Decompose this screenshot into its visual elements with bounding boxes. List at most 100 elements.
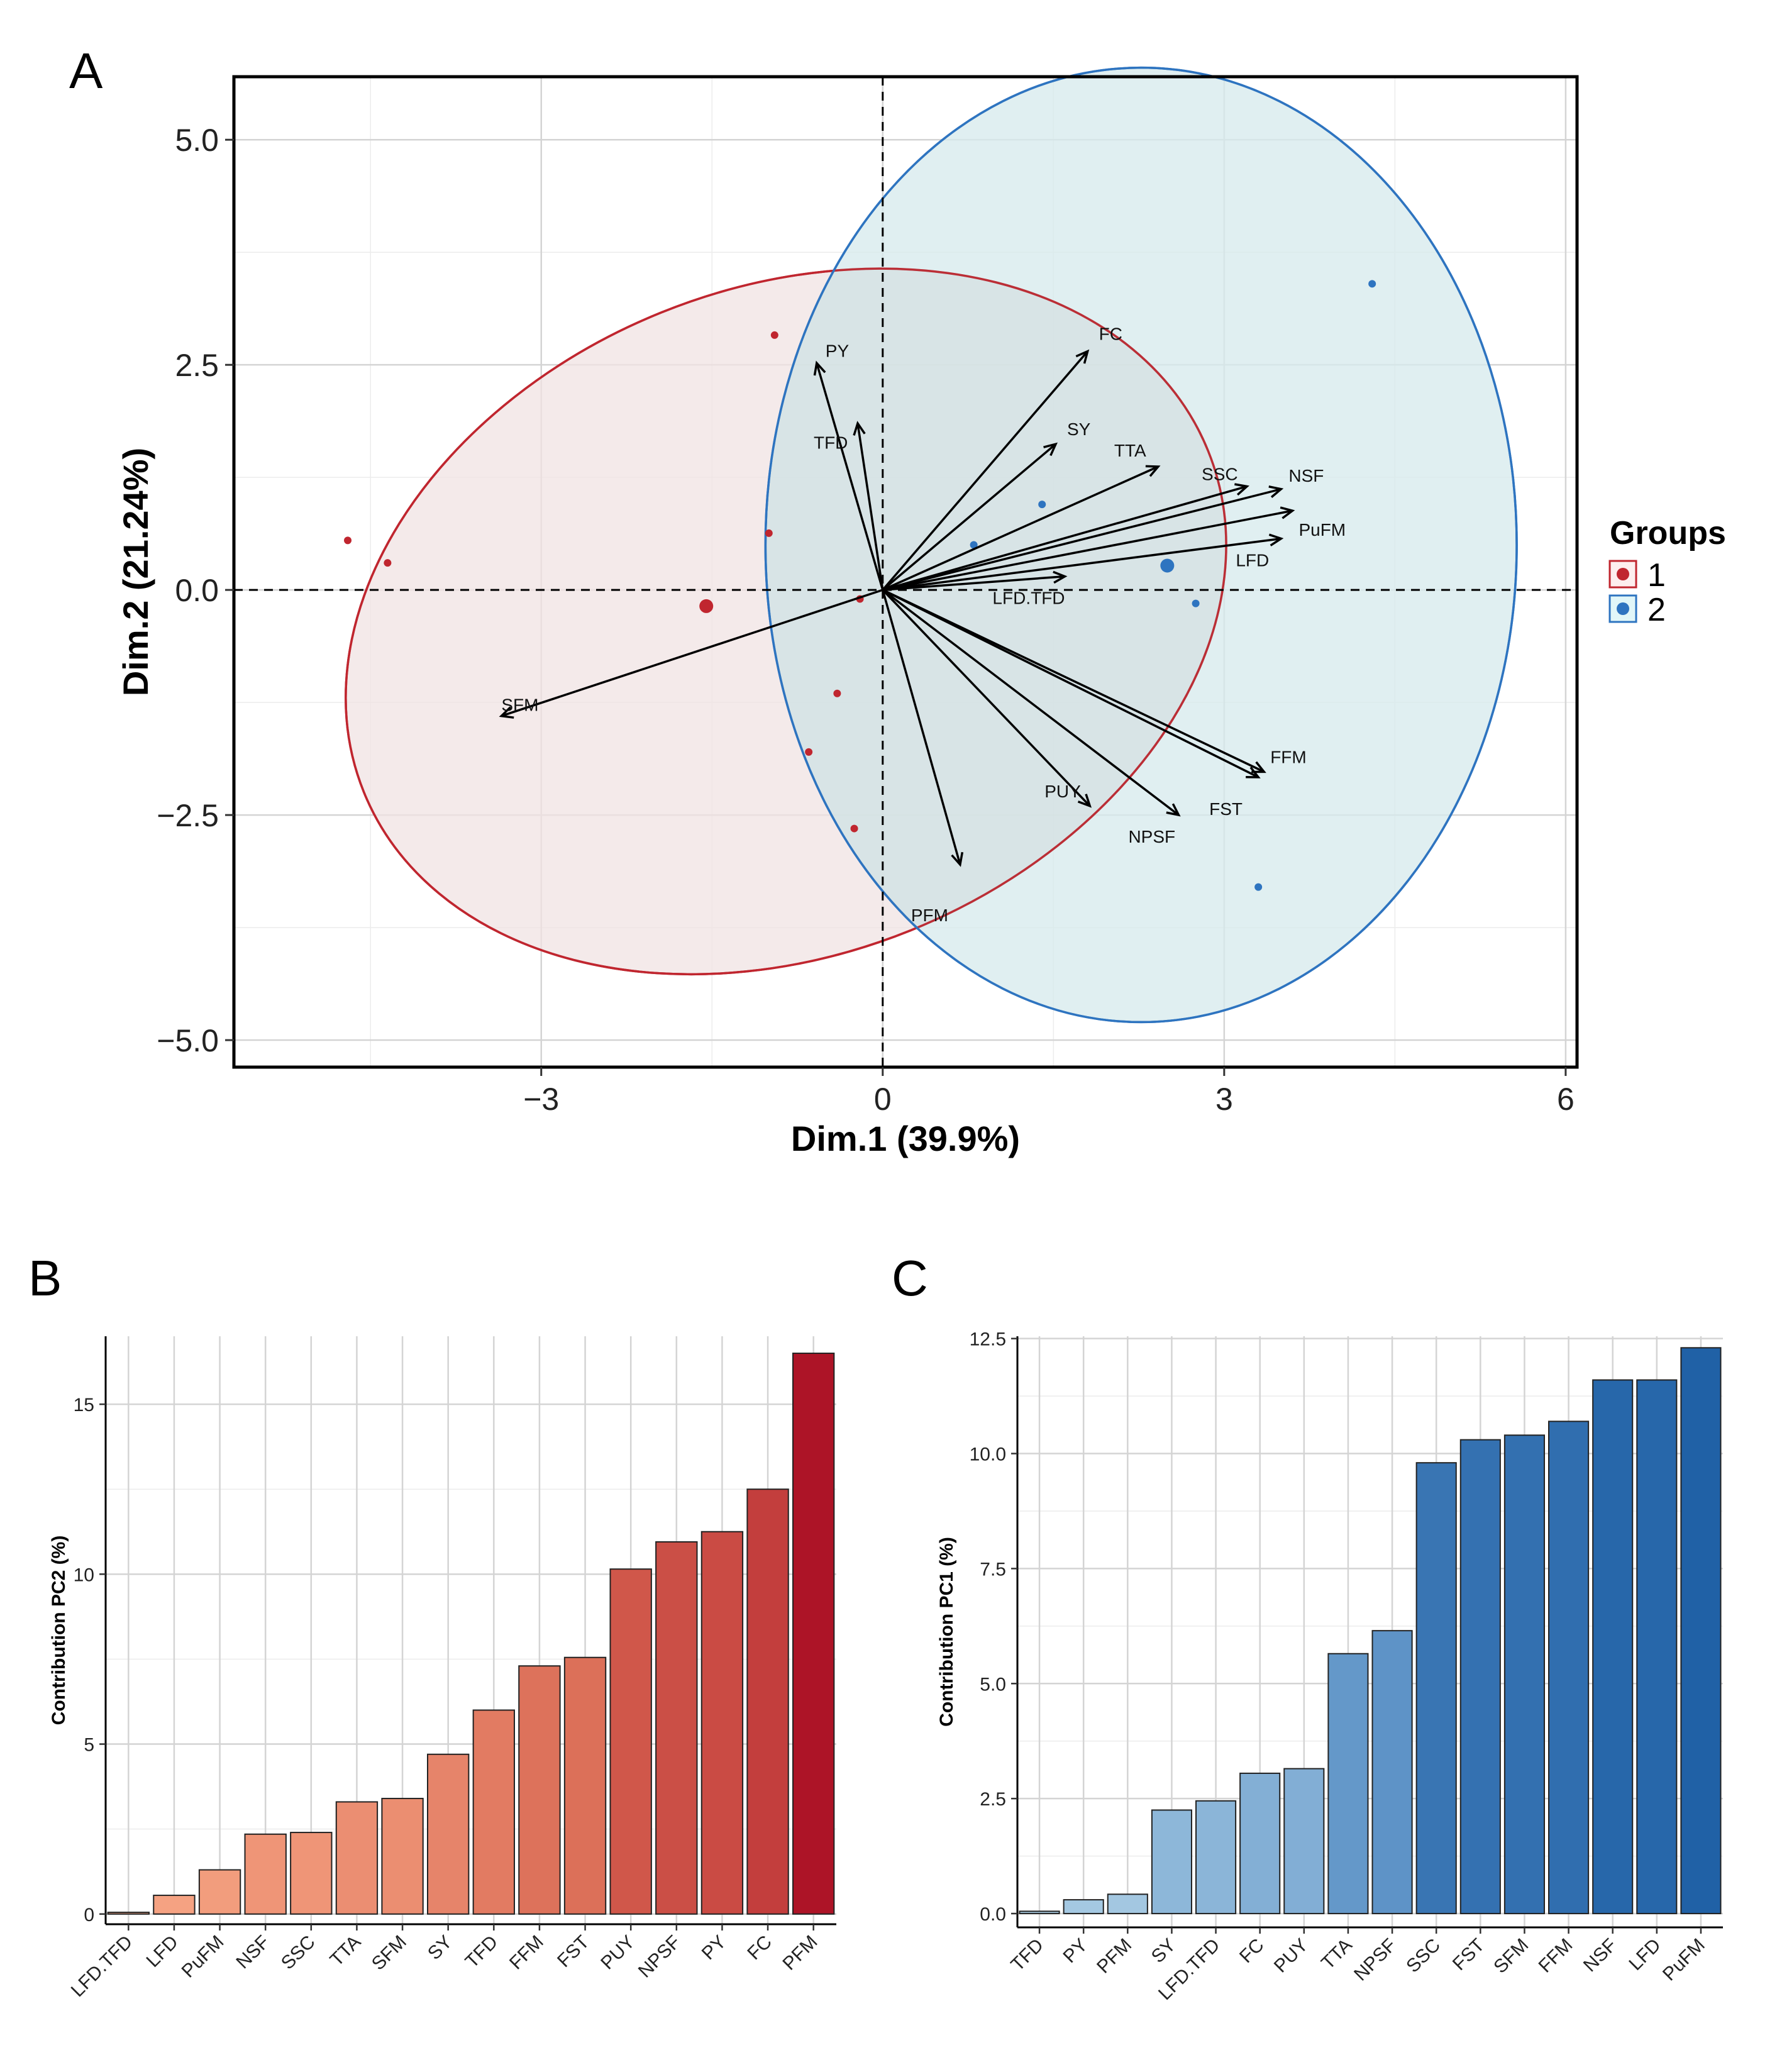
x-tick-label: LFD: [142, 1932, 182, 1971]
x-tick-label: 3: [1215, 1082, 1233, 1117]
arrow-head-FFM: [1251, 761, 1266, 773]
c-bar-NPSF: [1371, 1630, 1413, 1915]
c-bar-FST: [1459, 1439, 1501, 1915]
point-group-1: [384, 559, 392, 567]
c-bar-SSC: [1415, 1462, 1457, 1915]
x-tick-label: FFM: [506, 1932, 548, 1974]
groups-legend: Groups 1 2: [1608, 515, 1726, 628]
x-tick-label: LFD.TFD: [67, 1932, 137, 2002]
c-bar-TFD: [1019, 1910, 1060, 1915]
arrow-label-FC: FC: [1099, 324, 1122, 344]
arrow-head-LFD.TFD: [1053, 570, 1068, 584]
biplot-ticks: −3 0 3 6 −5.0 −2.5 0.0 2.5 5.0: [157, 123, 1575, 1117]
b-bar-NPSF: [655, 1541, 698, 1915]
c-bar-LFD: [1636, 1379, 1678, 1915]
point-group-1: [833, 689, 841, 697]
arrow-label-NSF: NSF: [1288, 466, 1324, 485]
arrow-head-NSF: [1268, 485, 1284, 498]
arrow-head-SFM: [499, 706, 514, 719]
x-tick-label: NPSF: [1350, 1935, 1400, 1985]
y-tick-label: 5: [84, 1735, 94, 1756]
y-tick-label: 10.0: [970, 1444, 1006, 1465]
y-axis-title: Dim.2 (21.24%): [116, 448, 155, 696]
x-tick-label: PuFM: [178, 1932, 228, 1982]
y-tick-label: 0: [84, 1905, 94, 1925]
y-tick-label: −5.0: [157, 1023, 219, 1058]
arrow-head-PY: [813, 360, 826, 376]
pc2-bars: [107, 1353, 835, 1915]
legend-dot-group-2: [1617, 602, 1629, 615]
x-tick-label: TTA: [1317, 1935, 1356, 1974]
b-bar-PY: [700, 1531, 744, 1915]
x-tick-label: SSC: [277, 1932, 319, 1974]
arrow-label-SY: SY: [1067, 419, 1091, 439]
arrow-head-SY: [1043, 442, 1058, 457]
arrow-shaft-FFM: [882, 589, 1265, 773]
c-bar-PY: [1063, 1899, 1104, 1915]
pc2-y-axis-title: Contribution PC2 (%): [48, 1536, 69, 1726]
c-bar-NSF: [1592, 1379, 1634, 1915]
x-tick-label: −3: [523, 1082, 559, 1117]
b-bar-FC: [746, 1488, 789, 1915]
arrow-head-TTA: [1145, 465, 1161, 477]
point-group-1: [765, 529, 773, 537]
arrow-shaft-NSF: [882, 488, 1282, 591]
b-bar-FFM: [518, 1665, 561, 1915]
x-tick-label: FC: [743, 1932, 776, 1964]
arrow-head-FC: [1075, 349, 1090, 364]
b-bar-NSF: [244, 1833, 287, 1915]
x-tick-label: TTA: [326, 1932, 365, 1971]
pc1-y-axis-title: Contribution PC1 (%): [936, 1537, 957, 1727]
x-tick-label: 0: [874, 1082, 892, 1117]
x-tick-label: TFD: [1007, 1935, 1048, 1976]
point-group-2: [1192, 599, 1200, 607]
x-tick-label: FFM: [1535, 1935, 1577, 1977]
x-tick-label: PUY: [597, 1932, 639, 1974]
confidence-ellipses: [345, 66, 1518, 1024]
point-group-1: [344, 536, 352, 545]
legend-title: Groups: [1610, 515, 1726, 551]
b-bar-LFD.TFD: [107, 1912, 150, 1915]
x-tick-label: FST: [1449, 1935, 1488, 1975]
y-tick-label: 5.0: [980, 1674, 1006, 1695]
arrow-label-SSC: SSC: [1202, 464, 1238, 484]
panel-label-b: B: [28, 1250, 62, 1306]
arrow-shaft-SSC: [882, 485, 1248, 591]
c-bar-PuFM: [1680, 1347, 1722, 1915]
arrow-shaft-PFM: [882, 589, 961, 865]
arrow-label-PUY: PUY: [1044, 782, 1081, 801]
x-axis-title: Dim.1 (39.9%): [791, 1119, 1020, 1158]
point-group-1: [805, 748, 813, 756]
y-tick-label: 5.0: [175, 123, 219, 158]
c-bar-PUY: [1283, 1768, 1325, 1915]
y-tick-label: 7.5: [980, 1559, 1006, 1580]
c-bar-SFM: [1503, 1434, 1545, 1915]
ellipse-overlay-group-2: [764, 66, 1518, 1024]
arrow-head-PUY: [1077, 794, 1092, 808]
point-group-2: [1368, 280, 1376, 288]
arrow-label-PY: PY: [826, 341, 850, 360]
x-tick-label: SY: [1148, 1935, 1180, 1968]
pca-biplot: FC PY TFD SY TTA SSC NSF PuFM LFD LFD.TFD SFM PFM PU…: [116, 66, 1726, 1158]
point-group-1: [850, 824, 858, 833]
y-tick-label: 10: [74, 1565, 94, 1585]
x-tick-label: LFD: [1625, 1935, 1664, 1975]
x-tick-label: PUY: [1270, 1935, 1312, 1977]
c-bar-TTA: [1327, 1653, 1369, 1915]
arrow-label-TTA: TTA: [1114, 441, 1146, 460]
x-tick-label: SY: [424, 1932, 457, 1964]
arrow-head-PFM: [951, 851, 964, 867]
b-bar-SFM: [381, 1798, 424, 1915]
legend-label-group-2: 2: [1647, 592, 1666, 628]
biplot-frame: [232, 75, 1579, 1069]
reference-lines: [234, 77, 1577, 1067]
arrow-shaft-FC: [882, 350, 1088, 591]
variable-arrows: FC PY TFD SY TTA SSC NSF PuFM LFD LFD.TFD SFM PFM PU…: [499, 324, 1346, 925]
legend-label-group-1: 1: [1647, 557, 1666, 594]
x-tick-label: PFM: [1093, 1935, 1136, 1978]
arrow-head-LFD: [1268, 533, 1284, 546]
arrow-shaft-LFD.TFD: [882, 575, 1065, 591]
y-tick-label: 2.5: [980, 1789, 1006, 1810]
c-bar-LFD.TFD: [1195, 1800, 1237, 1915]
